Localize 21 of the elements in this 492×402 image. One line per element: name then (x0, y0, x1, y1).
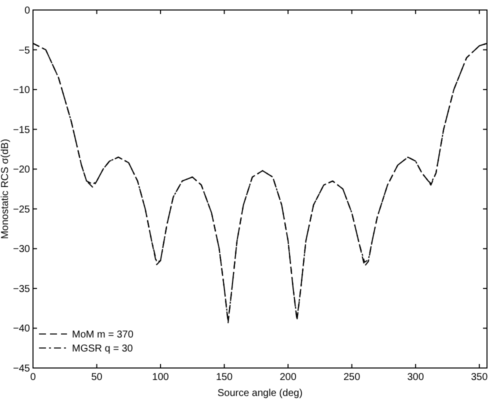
y-tick-label: −45 (13, 364, 30, 374)
y-tick-label: −35 (13, 284, 30, 295)
y-tick-label: −5 (18, 45, 30, 56)
x-tick-label: 350 (471, 372, 488, 383)
y-tick-label: −10 (13, 85, 30, 96)
x-tick-label: 50 (91, 372, 103, 383)
x-tick-label: 200 (280, 372, 297, 383)
y-axis-title: Monostatic RCS σ(dB) (0, 138, 11, 240)
y-tick-label: −15 (13, 124, 30, 136)
x-tick-label: 150 (216, 372, 234, 383)
y-tick-label: −20 (13, 164, 30, 176)
y-tick-label: −40 (13, 324, 30, 335)
legend-label: MoM m = 370 (72, 330, 134, 340)
x-axis-title: Source angle (deg) (217, 388, 303, 399)
y-tick-label: −30 (13, 244, 30, 256)
y-tick-label: 0 (24, 6, 30, 16)
x-tick-label: 300 (407, 372, 424, 383)
y-tick-label: −25 (13, 204, 30, 216)
x-tick-label: 250 (343, 372, 361, 383)
legend-label: MGSR q = 30 (72, 344, 134, 354)
x-tick-label: 100 (152, 372, 170, 383)
